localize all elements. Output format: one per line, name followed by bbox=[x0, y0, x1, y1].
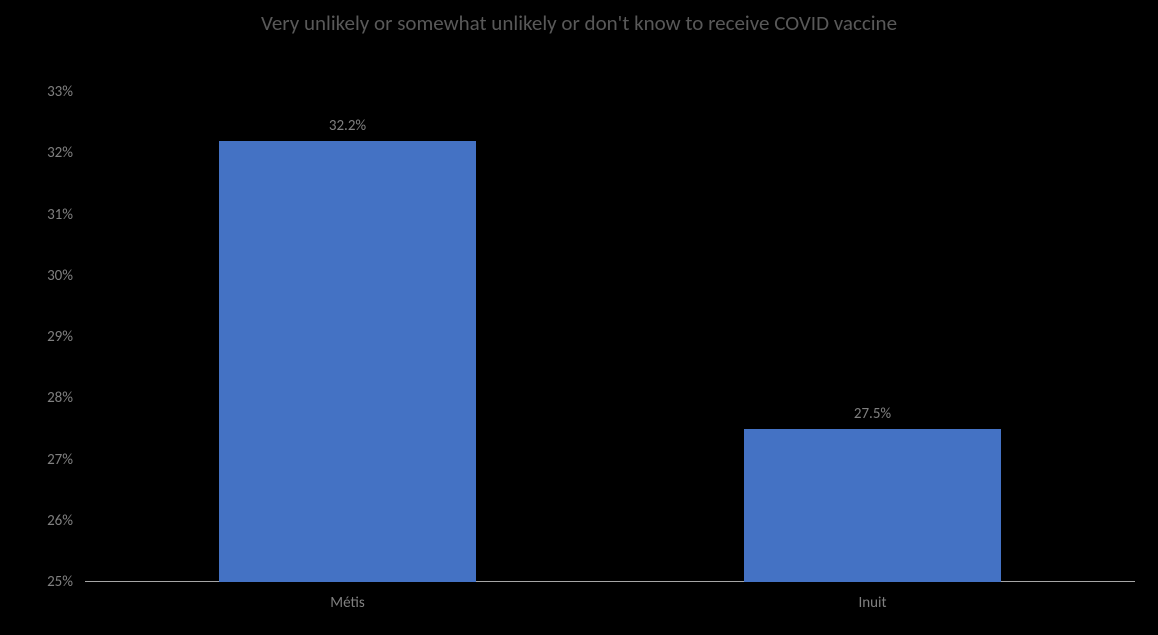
bar bbox=[744, 429, 1001, 582]
chart-container: Very unlikely or somewhat unlikely or do… bbox=[0, 0, 1158, 635]
y-axis-tick-label: 33% bbox=[0, 83, 73, 101]
x-axis-tick-label: Métis bbox=[330, 594, 364, 612]
data-label: 32.2% bbox=[329, 117, 366, 135]
y-axis-tick-label: 25% bbox=[0, 573, 73, 591]
chart-title: Very unlikely or somewhat unlikely or do… bbox=[0, 0, 1158, 36]
x-axis-tick-label: Inuit bbox=[858, 594, 886, 612]
plot-area: 25%26%27%28%29%30%31%32%33%32.2%Métis27.… bbox=[85, 92, 1135, 582]
bar bbox=[219, 141, 476, 582]
y-axis-tick-label: 28% bbox=[0, 389, 73, 407]
y-axis-tick-label: 29% bbox=[0, 328, 73, 346]
y-axis-tick-label: 26% bbox=[0, 512, 73, 530]
y-axis-tick-label: 32% bbox=[0, 144, 73, 162]
data-label: 27.5% bbox=[854, 405, 891, 423]
y-axis-tick-label: 27% bbox=[0, 451, 73, 469]
y-axis-tick-label: 31% bbox=[0, 206, 73, 224]
y-axis-tick-label: 30% bbox=[0, 267, 73, 285]
